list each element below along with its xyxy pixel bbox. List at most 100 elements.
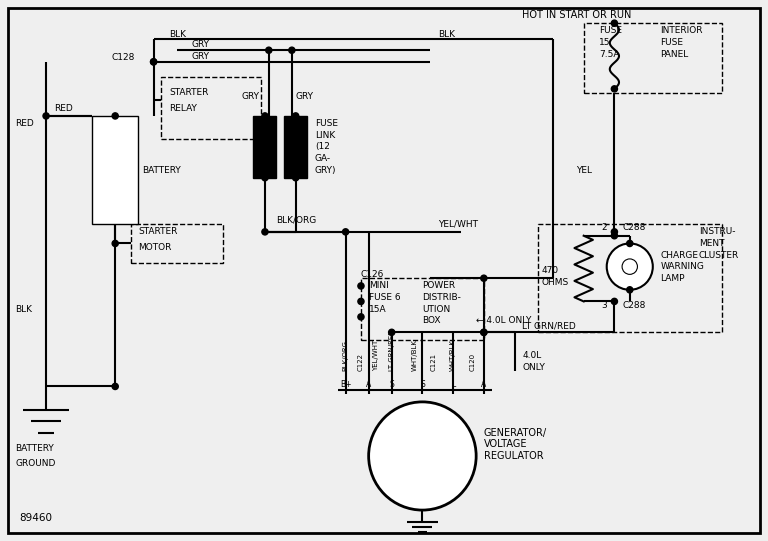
Circle shape — [43, 113, 49, 119]
Text: FUSE 6: FUSE 6 — [369, 293, 400, 302]
Bar — [584, 23, 722, 93]
Text: BATTERY: BATTERY — [142, 166, 180, 175]
Circle shape — [112, 113, 118, 119]
Text: B+: B+ — [340, 380, 351, 388]
Bar — [538, 224, 722, 332]
Text: FUSE: FUSE — [284, 119, 307, 128]
Text: A: A — [482, 380, 486, 388]
Text: FUSE: FUSE — [599, 27, 622, 35]
Text: BLK: BLK — [438, 30, 455, 39]
Text: S: S — [420, 380, 425, 388]
Text: C120: C120 — [469, 353, 475, 371]
Text: GA-: GA- — [315, 154, 331, 163]
Bar — [161, 77, 261, 139]
Text: WARNING: WARNING — [660, 262, 704, 271]
Text: GENERATOR/: GENERATOR/ — [484, 428, 547, 438]
Text: C288: C288 — [622, 301, 645, 310]
Text: PANEL: PANEL — [660, 50, 689, 58]
Text: GRY: GRY — [296, 92, 313, 101]
Bar — [284, 116, 307, 178]
Text: C126: C126 — [361, 270, 384, 279]
Text: MENT: MENT — [699, 239, 724, 248]
Text: BLK: BLK — [15, 305, 32, 314]
Text: UTION: UTION — [422, 305, 451, 314]
Circle shape — [611, 229, 617, 235]
Circle shape — [262, 175, 268, 181]
Text: STARTER: STARTER — [169, 88, 208, 97]
Circle shape — [293, 113, 299, 119]
Circle shape — [262, 229, 268, 235]
Text: C122: C122 — [358, 353, 364, 371]
Text: ONLY: ONLY — [522, 362, 545, 372]
Text: 3: 3 — [601, 301, 607, 310]
Bar — [131, 224, 223, 263]
Text: GRY: GRY — [192, 52, 210, 61]
Circle shape — [611, 233, 617, 239]
Text: LAMP: LAMP — [660, 274, 685, 283]
Text: BLK/ORG: BLK/ORG — [343, 340, 349, 371]
Text: FUSE: FUSE — [315, 119, 338, 128]
Circle shape — [343, 229, 349, 235]
Circle shape — [481, 329, 487, 335]
Text: 7.5A: 7.5A — [599, 50, 620, 58]
Circle shape — [151, 59, 157, 65]
Text: 4.0L: 4.0L — [522, 351, 541, 360]
Text: WHT/BLK: WHT/BLK — [412, 339, 418, 371]
Circle shape — [389, 329, 395, 335]
Text: LT GRN/RED: LT GRN/RED — [389, 329, 395, 371]
Text: LT GRN/RED: LT GRN/RED — [522, 322, 576, 331]
Text: 89460: 89460 — [19, 513, 52, 523]
Text: GRY): GRY) — [284, 166, 306, 175]
Text: GRY: GRY — [192, 41, 210, 49]
Circle shape — [293, 175, 299, 181]
Text: (12: (12 — [284, 142, 299, 151]
Bar — [253, 116, 276, 178]
Text: BATTERY: BATTERY — [15, 444, 54, 453]
Text: YEL/WHT: YEL/WHT — [373, 340, 379, 371]
Text: CHARGE: CHARGE — [660, 250, 698, 260]
Text: A: A — [366, 380, 371, 388]
Text: 470: 470 — [541, 266, 558, 275]
Bar — [92, 116, 138, 224]
Text: INTERIOR: INTERIOR — [660, 27, 703, 35]
Circle shape — [607, 243, 653, 290]
Text: BLK: BLK — [169, 30, 186, 39]
Text: REGULATOR: REGULATOR — [484, 451, 544, 461]
Text: S: S — [389, 380, 394, 388]
Text: CLUSTER: CLUSTER — [699, 250, 739, 260]
Text: RELAY: RELAY — [169, 104, 197, 113]
Circle shape — [611, 20, 617, 27]
Text: INSTRU-: INSTRU- — [699, 227, 736, 236]
Text: BOX: BOX — [422, 316, 441, 325]
Circle shape — [627, 287, 633, 293]
Text: VOLTAGE: VOLTAGE — [484, 439, 528, 450]
Circle shape — [622, 259, 637, 274]
Circle shape — [112, 384, 118, 390]
Text: ← 4.0L ONLY: ← 4.0L ONLY — [476, 316, 531, 325]
Text: 2: 2 — [601, 223, 607, 233]
Text: LINK: LINK — [315, 131, 335, 140]
Text: RED: RED — [15, 119, 34, 128]
Text: LINK: LINK — [284, 131, 304, 140]
Text: GA-: GA- — [284, 154, 300, 163]
Circle shape — [358, 298, 364, 305]
Text: 15A: 15A — [369, 305, 386, 314]
Text: BLK/ORG: BLK/ORG — [276, 216, 316, 225]
Text: STARTER: STARTER — [138, 227, 177, 236]
Circle shape — [266, 47, 272, 54]
Text: 15: 15 — [599, 38, 611, 47]
Text: C128: C128 — [111, 54, 134, 62]
Text: FUSE: FUSE — [660, 38, 684, 47]
Circle shape — [112, 240, 118, 247]
Circle shape — [611, 298, 617, 305]
Text: YEL: YEL — [576, 166, 592, 175]
Text: C121: C121 — [431, 353, 437, 371]
Text: C288: C288 — [622, 223, 645, 233]
Text: L: L — [451, 380, 455, 388]
Text: OHMS: OHMS — [541, 278, 568, 287]
Circle shape — [481, 275, 487, 281]
Text: RED: RED — [54, 104, 72, 113]
Circle shape — [369, 402, 476, 510]
Text: HOT IN START OR RUN: HOT IN START OR RUN — [522, 10, 631, 21]
Text: WHT/BLK: WHT/BLK — [450, 339, 456, 371]
